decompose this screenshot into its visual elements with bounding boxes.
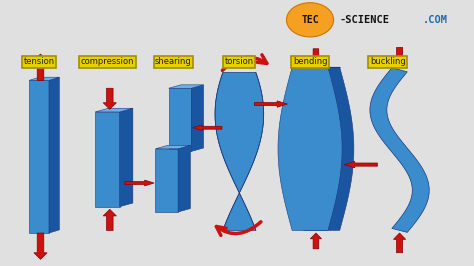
Polygon shape [169,85,203,88]
Text: tension: tension [24,57,55,66]
Text: compression: compression [81,57,134,66]
FancyArrow shape [345,161,377,168]
FancyArrow shape [103,88,117,109]
Polygon shape [119,108,133,207]
Polygon shape [49,77,59,233]
Text: bending: bending [293,57,327,66]
Polygon shape [29,80,49,233]
FancyArrow shape [310,233,321,249]
Polygon shape [95,112,119,207]
FancyArrow shape [310,49,321,65]
FancyArrow shape [34,54,47,80]
Text: torsion: torsion [225,57,254,66]
Polygon shape [215,72,264,230]
FancyArrow shape [125,180,154,186]
Polygon shape [95,108,133,112]
Polygon shape [169,88,191,151]
Polygon shape [155,149,178,212]
FancyArrow shape [34,233,47,259]
Ellipse shape [286,3,334,37]
Text: -SCIENCE: -SCIENCE [339,15,389,25]
Text: buckling: buckling [370,57,406,66]
FancyArrow shape [193,125,222,131]
Polygon shape [29,77,59,80]
FancyArrow shape [393,233,406,253]
FancyArrow shape [393,47,406,67]
FancyArrow shape [255,101,287,107]
FancyArrow shape [103,209,117,230]
Polygon shape [178,146,191,212]
Text: .COM: .COM [422,15,447,25]
Polygon shape [191,85,203,151]
Polygon shape [370,68,429,232]
Polygon shape [155,146,191,149]
Text: shearing: shearing [155,57,192,66]
Text: TEC: TEC [301,15,319,25]
Polygon shape [290,67,354,230]
Polygon shape [278,67,342,230]
